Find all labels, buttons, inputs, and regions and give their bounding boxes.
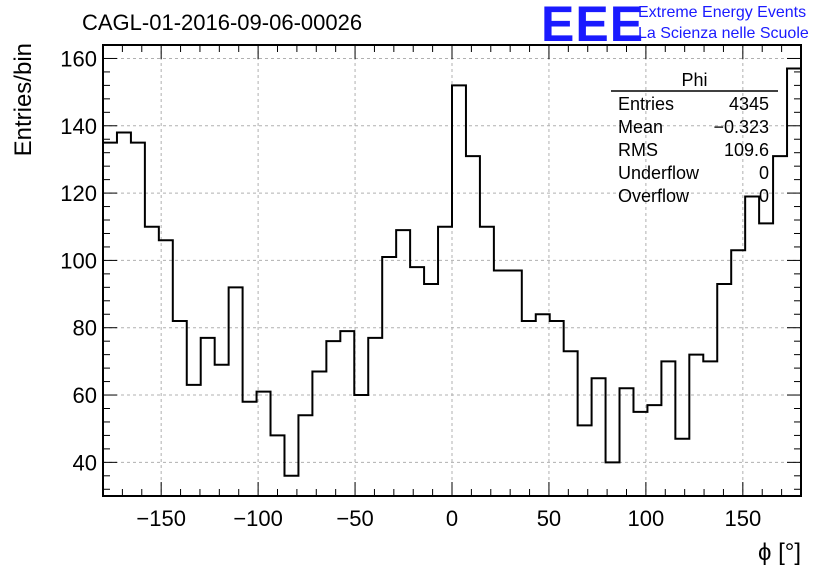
stats-label: Overflow <box>618 186 690 206</box>
y-tick-label: 120 <box>60 181 97 206</box>
histogram-bin <box>494 271 508 497</box>
histogram-bin <box>257 392 271 496</box>
histogram-bin <box>606 462 620 496</box>
histogram-bin <box>452 85 466 496</box>
histogram-bin <box>201 338 215 496</box>
histogram-bin <box>480 227 494 496</box>
histogram-bin <box>243 402 257 496</box>
histogram-bin <box>354 395 368 496</box>
stats-value: 0 <box>759 163 769 183</box>
y-axis-label: Entries/bin <box>10 43 37 156</box>
stats-label: Entries <box>618 94 674 114</box>
stats-label: RMS <box>618 140 658 160</box>
y-tick-label: 40 <box>73 450 97 475</box>
histogram-bin <box>284 476 298 496</box>
histogram-bin <box>647 405 661 496</box>
histogram-bin <box>117 133 131 496</box>
logo-subtitle-line1: Extreme Energy Events <box>638 4 807 21</box>
histogram-bin <box>550 321 564 496</box>
histogram-bin <box>522 321 536 496</box>
histogram-bin <box>159 240 173 496</box>
histogram-bin <box>368 338 382 496</box>
histogram-bin <box>382 257 396 496</box>
histogram-bin <box>312 371 326 496</box>
histogram-bin <box>675 439 689 496</box>
y-tick-label: 100 <box>60 248 97 273</box>
histogram-bin <box>578 425 592 496</box>
x-tick-label: 100 <box>628 506 665 531</box>
histogram-bin <box>187 385 201 496</box>
plot-frame <box>102 44 802 497</box>
histogram-bin <box>661 361 675 496</box>
histogram-bin <box>340 331 354 496</box>
stats-value: 109.6 <box>724 140 769 160</box>
histogram-series-line <box>103 67 801 477</box>
x-tick-label: −50 <box>336 506 373 531</box>
logo-subtitle-line2: La Scienza nelle Scuole <box>638 25 809 42</box>
x-tick-label: 150 <box>724 506 761 531</box>
x-axis-label: ϕ [°] <box>758 539 801 566</box>
histogram-bin <box>787 69 801 496</box>
eee-logo: EEE <box>541 0 645 52</box>
histogram-bin <box>759 223 773 496</box>
histogram-bin <box>229 287 243 496</box>
y-tick-label: 140 <box>60 114 97 139</box>
histogram-bin <box>731 250 745 496</box>
histogram-bin <box>564 351 578 496</box>
histogram-bin <box>508 271 522 497</box>
histogram-bin <box>745 196 759 496</box>
histogram-bin <box>131 143 145 496</box>
histogram-bin <box>145 227 159 496</box>
histogram-bin <box>689 355 703 496</box>
stats-value: −0.323 <box>713 117 769 137</box>
histogram-bin <box>438 227 452 496</box>
histogram-bin <box>592 378 606 496</box>
stats-label: Underflow <box>618 163 700 183</box>
x-tick-label: −150 <box>136 506 186 531</box>
histogram-bin <box>410 267 424 496</box>
histogram-bin <box>103 143 117 496</box>
histogram-bin <box>703 361 717 496</box>
histogram-bin <box>298 415 312 496</box>
histogram-bin <box>620 388 634 496</box>
x-tick-label: 0 <box>446 506 458 531</box>
y-tick-label: 60 <box>73 383 97 408</box>
stats-value: 4345 <box>729 94 769 114</box>
histogram-bin <box>326 341 340 496</box>
histogram-bin <box>215 365 229 496</box>
stats-label: Mean <box>618 117 663 137</box>
histogram-bin <box>173 321 187 496</box>
y-tick-label: 160 <box>60 46 97 71</box>
histogram-bin <box>466 156 480 496</box>
stats-box-title: Phi <box>681 70 707 90</box>
y-tick-label: 80 <box>73 316 97 341</box>
histogram-bin <box>271 435 285 496</box>
histogram-bin <box>396 230 410 496</box>
histogram-bin <box>633 412 647 496</box>
histogram-bin <box>536 314 550 496</box>
histogram-bin <box>717 284 731 496</box>
histogram-bin <box>424 284 438 496</box>
x-tick-label: 50 <box>537 506 561 531</box>
chart-title: CAGL-01-2016-09-06-00026 <box>82 10 363 35</box>
x-tick-label: −100 <box>233 506 283 531</box>
stats-value: 0 <box>759 186 769 206</box>
